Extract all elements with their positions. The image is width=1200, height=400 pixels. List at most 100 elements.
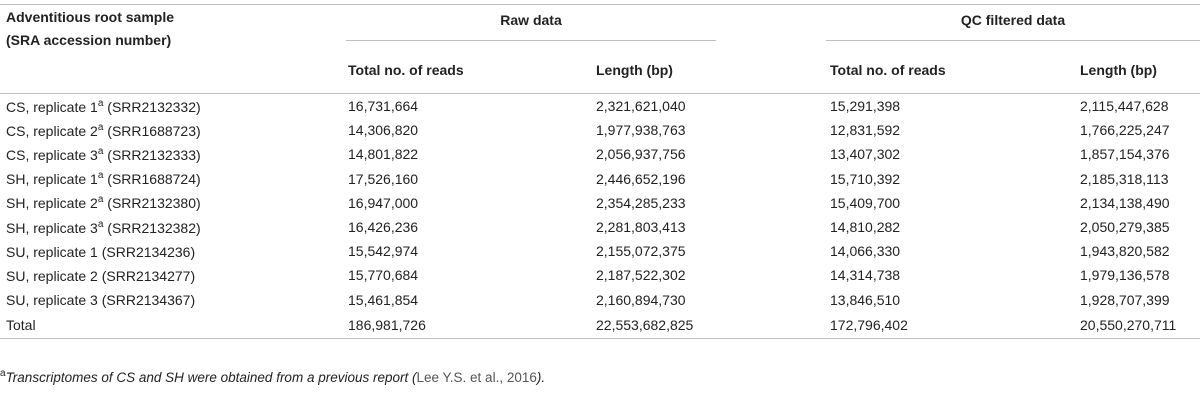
- raw-length-cell: 2,354,285,233: [596, 194, 686, 211]
- raw-length-header: Length (bp): [592, 46, 822, 94]
- sample-name: CS, replicate 1: [6, 98, 98, 115]
- sample-accession: (SRR2134277): [97, 267, 196, 284]
- sample-accession: (SRR1688724): [103, 171, 201, 188]
- qc-length-cell: 1,928,707,399: [1080, 291, 1170, 308]
- qc-reads-cell: 12,831,592: [830, 122, 901, 139]
- raw-length-cell: 1,977,938,763: [596, 122, 686, 139]
- raw-reads-cell: 15,770,684: [348, 267, 419, 284]
- qc-length-cell: 1,857,154,376: [1080, 146, 1170, 163]
- qc-reads-cell: 13,846,510: [830, 291, 901, 308]
- raw-reads-cell: 14,801,822: [348, 146, 419, 163]
- table-row: CS, replicate 3a (SRR2132333) 14,801,822 2…: [0, 142, 1200, 166]
- table-row: SU, replicate 2 (SRR2134277) 15,770,684 2,…: [0, 263, 1200, 287]
- sample-accession: (SRR2132380): [103, 195, 201, 212]
- raw-length-cell: 2,160,894,730: [596, 291, 686, 308]
- raw-reads-cell: 14,306,820: [348, 122, 419, 139]
- qc-reads-cell: 14,314,738: [830, 267, 901, 284]
- sample-header-line1: Adventitious root sample: [6, 9, 175, 25]
- table-row: CS, replicate 2a (SRR1688723) 14,306,820 1…: [0, 118, 1200, 142]
- qc-length-cell: 2,050,279,385: [1080, 219, 1170, 236]
- sample-footnote-marker: a: [97, 170, 104, 182]
- qc-reads-cell: 15,710,392: [830, 170, 901, 187]
- raw-length-cell: 2,155,072,375: [596, 243, 686, 260]
- table-row: SU, replicate 1 (SRR2134236) 15,542,974 2,…: [0, 239, 1200, 263]
- raw-reads-cell: 16,731,664: [348, 98, 419, 115]
- sample-name: SH, replicate 2: [6, 195, 98, 212]
- raw-length-cell: 2,281,803,413: [596, 219, 686, 236]
- qc-length-cell: 20,550,270,711: [1080, 311, 1200, 339]
- sample-cell: CS, replicate 2a (SRR1688723): [0, 118, 342, 142]
- sample-cell: CS, replicate 3a (SRR2132333): [0, 142, 342, 166]
- qc-length-cell: 2,115,447,628: [1080, 98, 1169, 115]
- raw-reads-cell: 15,542,974: [348, 243, 419, 260]
- qc-filtered-group-header: QC filtered data: [822, 4, 1200, 46]
- table-row: SU, replicate 3 (SRR2134367) 15,461,854 2,…: [0, 288, 1200, 312]
- sample-accession: (SRR2132382): [103, 219, 201, 236]
- sample-header-line2: (SRA accession number): [6, 32, 172, 48]
- table-row: SH, replicate 2a (SRR2132380) 16,947,000 2…: [0, 191, 1200, 215]
- qc-length-cell: 2,185,318,113: [1080, 170, 1169, 187]
- sample-cell: SU, replicate 2 (SRR2134277): [0, 263, 342, 287]
- data-table: Adventitious root sample (SRA accession …: [0, 4, 1200, 339]
- sample-name: SH, replicate 3: [6, 219, 98, 236]
- sample-name: Total: [6, 317, 36, 334]
- raw-reads-header: Total no. of reads: [342, 46, 592, 94]
- raw-reads-cell: 186,981,726: [342, 311, 592, 339]
- raw-length-cell: 2,187,522,302: [596, 267, 686, 284]
- sample-cell: SU, replicate 1 (SRR2134236): [0, 239, 342, 263]
- sample-accession: (SRR2132332): [103, 98, 201, 115]
- qc-length-cell: 1,766,225,247: [1080, 122, 1170, 139]
- qc-reads-cell: 14,066,330: [830, 243, 901, 260]
- sample-column-header: Adventitious root sample (SRA accession …: [0, 4, 342, 94]
- sample-footnote-marker: a: [97, 218, 104, 230]
- footnote-marker: a: [0, 368, 6, 379]
- top-rule: [0, 4, 1200, 5]
- sample-accession: (SRR2132333): [103, 146, 201, 163]
- raw-length-cell: 2,321,621,040: [596, 98, 686, 115]
- qc-length-cell: 1,943,820,582: [1080, 243, 1170, 260]
- table-row: Total 186,981,726 22,553,682,825 172,796,40…: [0, 311, 1200, 339]
- sample-footnote-marker: a: [97, 194, 104, 206]
- table-row: SH, replicate 1a (SRR1688724) 17,526,160 2…: [0, 167, 1200, 191]
- qc-reads-cell: 15,291,398: [830, 98, 901, 115]
- raw-length-cell: 2,446,652,196: [596, 170, 686, 187]
- sample-cell: CS, replicate 1a (SRR2132332): [0, 94, 342, 119]
- footnote-end: ).: [536, 370, 546, 385]
- sample-cell: SH, replicate 3a (SRR2132382): [0, 215, 342, 239]
- sample-cell: Total: [0, 311, 342, 339]
- qc-reads-header: Total no. of reads: [822, 46, 1080, 94]
- footnote-text: Transcriptomes of CS and SH were obtaine…: [5, 370, 417, 385]
- sample-accession: (SRR2134236): [97, 243, 196, 260]
- raw-length-cell: 22,553,682,825: [592, 311, 822, 339]
- group-spacer: [720, 4, 822, 46]
- raw-reads-cell: 16,947,000: [348, 194, 419, 211]
- sample-name: SU, replicate 1: [6, 243, 98, 260]
- table-row: CS, replicate 1a (SRR2132332) 16,731,664 2…: [0, 94, 1200, 119]
- sample-name: CS, replicate 3: [6, 146, 98, 163]
- qc-length-header: Length (bp): [1080, 46, 1200, 94]
- sample-cell: SH, replicate 2a (SRR2132380): [0, 191, 342, 215]
- sample-cell: SU, replicate 3 (SRR2134367): [0, 288, 342, 312]
- raw-data-group-header: Raw data: [342, 4, 720, 46]
- qc-reads-cell: 15,409,700: [830, 194, 901, 211]
- qc-reads-cell: 172,796,402: [822, 311, 1080, 339]
- sample-name: SH, replicate 1: [6, 171, 98, 188]
- raw-reads-cell: 17,526,160: [348, 170, 419, 187]
- sample-footnote-marker: a: [97, 97, 104, 109]
- raw-length-cell: 2,056,937,756: [596, 146, 686, 163]
- qc-reads-cell: 13,407,302: [830, 146, 901, 163]
- raw-reads-cell: 16,426,236: [348, 219, 419, 236]
- sample-footnote-marker: a: [97, 145, 104, 157]
- table-row: SH, replicate 3a (SRR2132382) 16,426,236 2…: [0, 215, 1200, 239]
- sample-cell: SH, replicate 1a (SRR1688724): [0, 167, 342, 191]
- sample-accession: (SRR1688723): [103, 122, 201, 139]
- sample-accession: (SRR2134367): [97, 292, 196, 309]
- sample-name: SU, replicate 3: [6, 292, 98, 309]
- footnote-citation-link[interactable]: Lee Y.S. et al., 2016: [416, 370, 537, 385]
- raw-reads-cell: 15,461,854: [348, 291, 419, 308]
- sample-name: SU, replicate 2: [6, 267, 98, 284]
- sample-name: CS, replicate 2: [6, 122, 98, 139]
- qc-length-cell: 1,979,136,578: [1080, 267, 1170, 284]
- qc-length-cell: 2,134,138,490: [1080, 194, 1170, 211]
